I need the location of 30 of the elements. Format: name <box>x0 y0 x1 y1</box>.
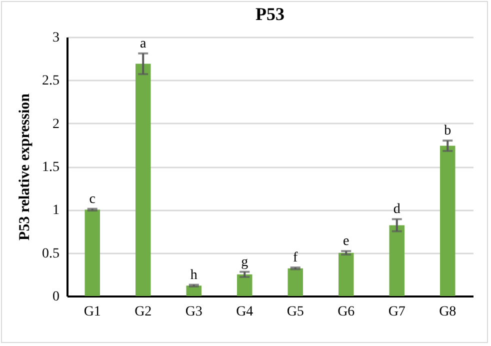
y-tick-label: 0.5 <box>42 246 60 262</box>
x-tick-label: G7 <box>388 304 406 320</box>
bar <box>84 210 100 296</box>
annotation: d <box>393 202 400 218</box>
x-tick-label: G6 <box>338 304 355 320</box>
x-tick-label: G2 <box>134 304 152 320</box>
bar <box>288 268 303 296</box>
chart-title: P53 <box>256 4 284 24</box>
bar <box>136 64 151 296</box>
y-axis-title: P53 relative expression <box>17 92 33 240</box>
annotation: a <box>140 36 148 52</box>
x-tick-label: G4 <box>236 304 254 320</box>
y-tick-label: 1.5 <box>42 160 60 175</box>
bar <box>440 146 456 296</box>
x-tick-label: G8 <box>439 304 456 320</box>
annotation: b <box>444 124 452 139</box>
annotation: h <box>190 268 198 283</box>
x-tick-label: G1 <box>84 304 101 320</box>
annotation: f <box>293 250 298 266</box>
y-tick-label: 1 <box>52 203 60 218</box>
y-tick-label: 0 <box>52 290 60 304</box>
annotation: g <box>241 254 248 270</box>
annotation: e <box>343 234 350 250</box>
annotation: c <box>89 192 96 207</box>
bar <box>389 225 404 296</box>
x-tick-label: G3 <box>185 304 202 320</box>
y-tick-label: 2 <box>52 116 60 132</box>
y-tick-label: 3 <box>52 30 60 46</box>
x-tick-label: G5 <box>286 304 304 320</box>
y-tick-label: 2.5 <box>42 74 60 89</box>
